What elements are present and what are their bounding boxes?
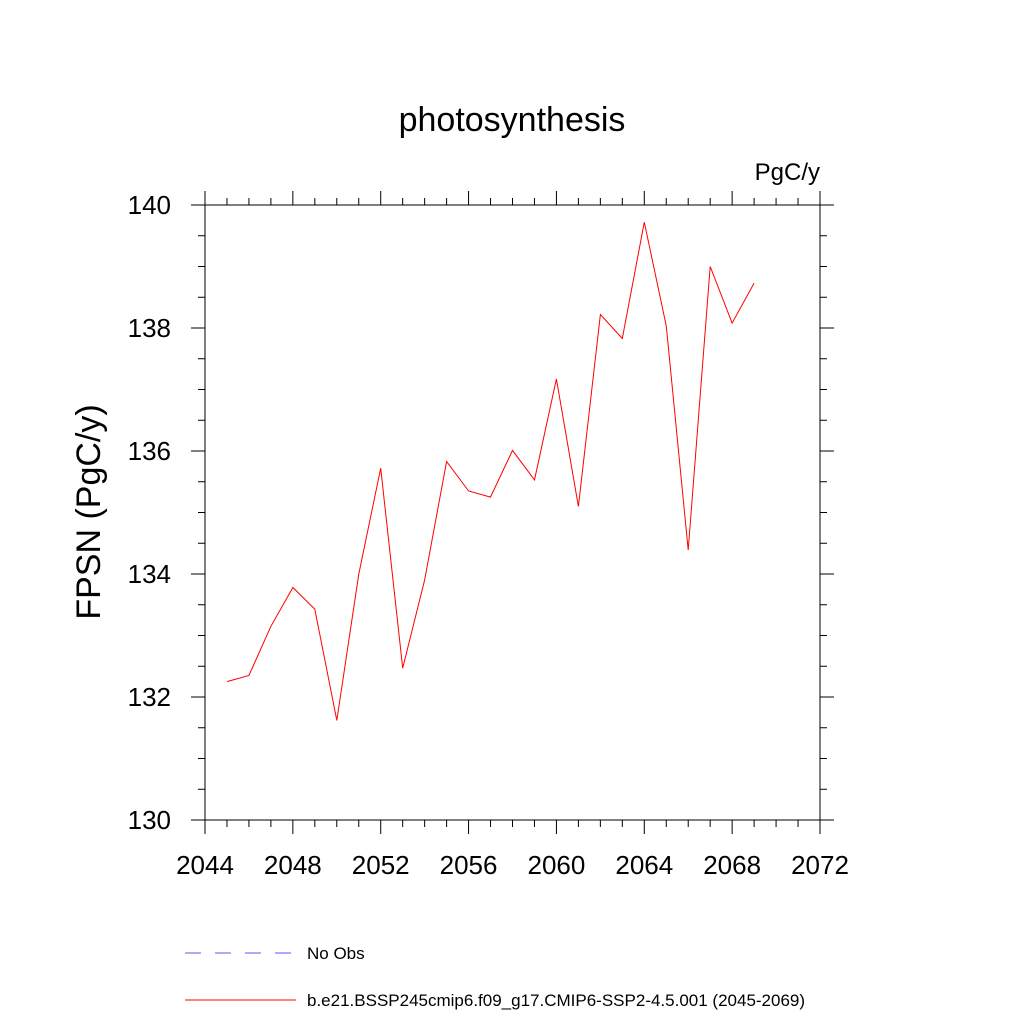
x-tick-labels: 2044 2048 2052 2056 2060 2064 2068 2072: [176, 850, 849, 880]
series-lines: [226, 222, 755, 721]
y-tick-label: 138: [128, 313, 171, 343]
axis-ticks: [191, 191, 834, 834]
plot-frame: [204, 204, 821, 821]
y-tick-labels: 130 132 134 136 138 140: [128, 190, 171, 835]
x-tick-label: 2060: [528, 850, 586, 880]
x-tick-label: 2056: [440, 850, 498, 880]
chart-title: photosynthesis: [399, 101, 626, 139]
y-tick-label: 136: [128, 436, 171, 466]
x-tick-label: 2072: [791, 850, 849, 880]
x-tick-label: 2048: [264, 850, 322, 880]
units-label: PgC/y: [755, 159, 820, 186]
series-line-1: [226, 222, 755, 721]
x-tick-label: 2052: [352, 850, 410, 880]
legend-label-1: b.e21.BSSP245cmip6.f09_g17.CMIP6-SSP2-4.…: [307, 991, 805, 1010]
x-tick-label: 2064: [615, 850, 673, 880]
y-axis-label: FPSN (PgC/y): [70, 404, 108, 619]
y-tick-label: 134: [128, 559, 171, 589]
y-tick-label: 130: [128, 805, 171, 835]
legend: No Obs b.e21.BSSP245cmip6.f09_g17.CMIP6-S…: [185, 944, 805, 1010]
y-tick-label: 132: [128, 682, 171, 712]
y-tick-label: 140: [128, 190, 171, 220]
legend-label-0: No Obs: [307, 944, 365, 963]
x-tick-label: 2068: [703, 850, 761, 880]
x-tick-label: 2044: [176, 850, 234, 880]
